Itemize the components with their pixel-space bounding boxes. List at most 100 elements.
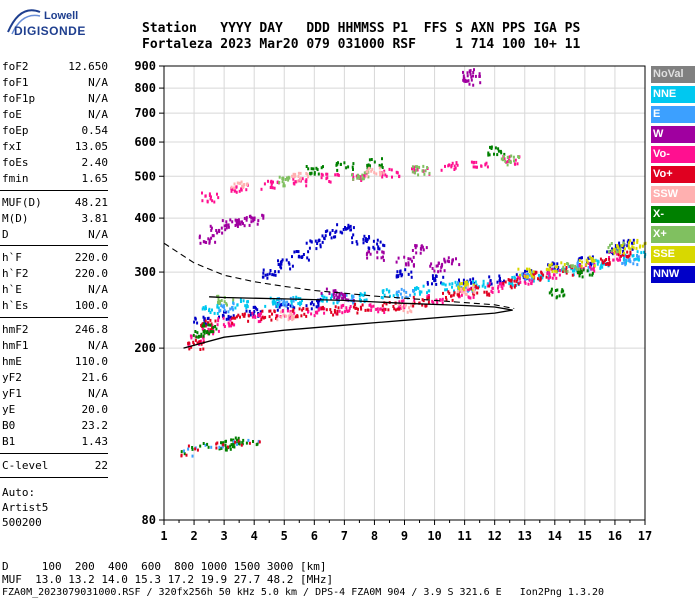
echo-point — [329, 308, 332, 312]
echo-point — [487, 153, 490, 157]
echo-point — [510, 278, 513, 282]
echo-point — [548, 268, 551, 272]
echo-point — [276, 181, 279, 184]
echo-point — [199, 241, 202, 245]
echo-point — [297, 250, 300, 254]
echo-point — [636, 254, 639, 258]
echo-point — [446, 288, 448, 292]
echo-point — [519, 280, 522, 284]
echo-point — [558, 273, 561, 277]
echo-point — [527, 272, 529, 276]
x-tick-label: 15 — [578, 529, 592, 543]
param-value: 2.40 — [81, 156, 109, 169]
echo-point — [373, 247, 376, 251]
echo-point — [272, 180, 274, 184]
echo-point — [313, 171, 316, 175]
echo-point — [593, 264, 596, 268]
echo-point — [252, 312, 255, 316]
echo-point — [201, 199, 204, 203]
echo-point — [315, 305, 318, 309]
echo-point — [232, 302, 235, 306]
echo-point — [490, 289, 493, 293]
echo-point — [607, 250, 610, 254]
y-tick-label: 400 — [134, 211, 156, 225]
echo-point — [586, 269, 589, 273]
echo-point — [540, 273, 543, 277]
echo-point — [221, 305, 224, 309]
echo-point — [333, 235, 335, 239]
echo-point — [464, 80, 467, 83]
echo-point — [472, 74, 474, 78]
echo-point — [242, 438, 245, 442]
echo-point — [366, 308, 369, 312]
echo-point — [309, 302, 312, 306]
echo-point — [622, 239, 625, 243]
x-tick-label: 14 — [548, 529, 562, 543]
echo-point — [215, 446, 218, 450]
echo-point — [455, 283, 458, 287]
echo-point — [451, 161, 454, 165]
echo-point — [592, 262, 594, 266]
echo-point — [591, 273, 594, 277]
echo-point — [503, 279, 505, 283]
param-value: 110.0 — [74, 355, 108, 368]
echo-point — [372, 239, 375, 243]
echo-point — [405, 295, 408, 299]
echo-point — [334, 235, 337, 239]
echo-point — [201, 307, 204, 311]
echo-point — [293, 175, 296, 179]
echo-point — [248, 309, 251, 313]
echo-point — [225, 317, 228, 321]
echo-point — [588, 255, 591, 259]
echo-point — [425, 246, 428, 250]
echo-point — [313, 172, 316, 176]
echo-point — [281, 180, 284, 184]
echo-point — [284, 178, 287, 181]
echo-point — [231, 220, 234, 224]
echo-point — [344, 295, 346, 299]
param-row-hmf2: hmF2 246.8 — [2, 322, 108, 338]
param-name: D — [2, 228, 9, 241]
echo-point — [198, 236, 201, 240]
echo-point — [233, 316, 235, 320]
echo-point — [511, 276, 514, 279]
echo-point — [235, 219, 238, 223]
echo-point — [472, 277, 475, 281]
echo-point — [286, 300, 289, 304]
echo-point — [553, 269, 556, 273]
echo-point — [476, 291, 479, 295]
echo-point — [488, 275, 491, 279]
echo-point — [295, 295, 298, 299]
echo-point — [341, 231, 344, 235]
echo-point — [305, 165, 308, 168]
echo-point — [281, 309, 284, 313]
logo-arc-icon — [7, 9, 41, 35]
echo-point — [419, 251, 422, 255]
echo-point — [200, 332, 203, 336]
echo-point — [241, 441, 244, 445]
echo-point — [450, 262, 453, 266]
echo-point — [546, 272, 549, 276]
echo-point — [483, 290, 486, 294]
echo-point — [562, 265, 565, 269]
echo-point — [426, 166, 429, 169]
echo-point — [253, 310, 256, 313]
echo-point — [428, 171, 431, 175]
param-name: M(D) — [2, 212, 29, 225]
echo-point — [609, 250, 612, 253]
echo-point — [632, 246, 635, 250]
echo-point — [339, 162, 342, 166]
legend-x-: X- — [651, 206, 695, 223]
echo-point — [530, 281, 533, 285]
echo-point — [352, 295, 355, 299]
echo-point — [469, 278, 472, 282]
echo-point — [345, 308, 348, 312]
echo-point — [568, 265, 571, 269]
echo-point — [466, 282, 469, 286]
echo-point — [409, 293, 412, 297]
echo-point — [373, 160, 376, 164]
param-name: B0 — [2, 419, 16, 432]
echo-point — [421, 169, 424, 173]
echo-point — [269, 186, 272, 189]
echo-point — [609, 243, 611, 247]
